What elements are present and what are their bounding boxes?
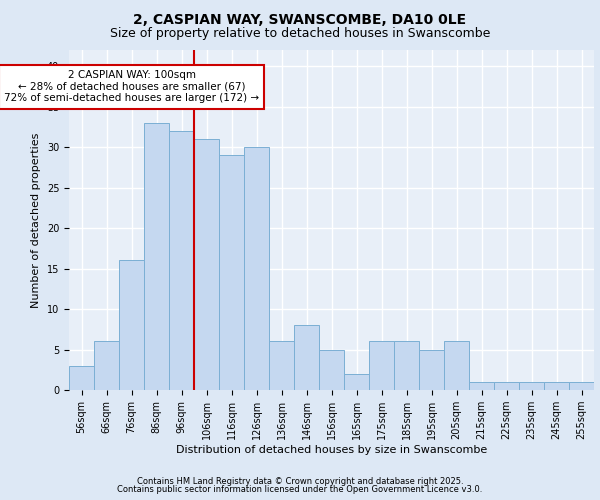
Bar bbox=[69, 366, 94, 390]
Bar bbox=[244, 147, 269, 390]
Bar bbox=[544, 382, 569, 390]
Bar bbox=[419, 350, 444, 390]
Bar bbox=[269, 342, 294, 390]
Bar bbox=[469, 382, 494, 390]
X-axis label: Distribution of detached houses by size in Swanscombe: Distribution of detached houses by size … bbox=[176, 445, 487, 455]
Bar bbox=[219, 155, 244, 390]
Text: Size of property relative to detached houses in Swanscombe: Size of property relative to detached ho… bbox=[110, 28, 490, 40]
Text: Contains public sector information licensed under the Open Government Licence v3: Contains public sector information licen… bbox=[118, 485, 482, 494]
Bar bbox=[119, 260, 144, 390]
Bar bbox=[569, 382, 594, 390]
Bar bbox=[194, 139, 219, 390]
Bar bbox=[344, 374, 369, 390]
Text: 2, CASPIAN WAY, SWANSCOMBE, DA10 0LE: 2, CASPIAN WAY, SWANSCOMBE, DA10 0LE bbox=[133, 12, 467, 26]
Bar bbox=[94, 342, 119, 390]
Bar bbox=[294, 325, 319, 390]
Bar bbox=[369, 342, 394, 390]
Bar bbox=[319, 350, 344, 390]
Bar bbox=[444, 342, 469, 390]
Bar bbox=[494, 382, 519, 390]
Bar bbox=[519, 382, 544, 390]
Text: 2 CASPIAN WAY: 100sqm
← 28% of detached houses are smaller (67)
72% of semi-deta: 2 CASPIAN WAY: 100sqm ← 28% of detached … bbox=[4, 70, 259, 103]
Y-axis label: Number of detached properties: Number of detached properties bbox=[31, 132, 41, 308]
Text: Contains HM Land Registry data © Crown copyright and database right 2025.: Contains HM Land Registry data © Crown c… bbox=[137, 477, 463, 486]
Bar bbox=[394, 342, 419, 390]
Bar bbox=[169, 131, 194, 390]
Bar bbox=[144, 123, 169, 390]
